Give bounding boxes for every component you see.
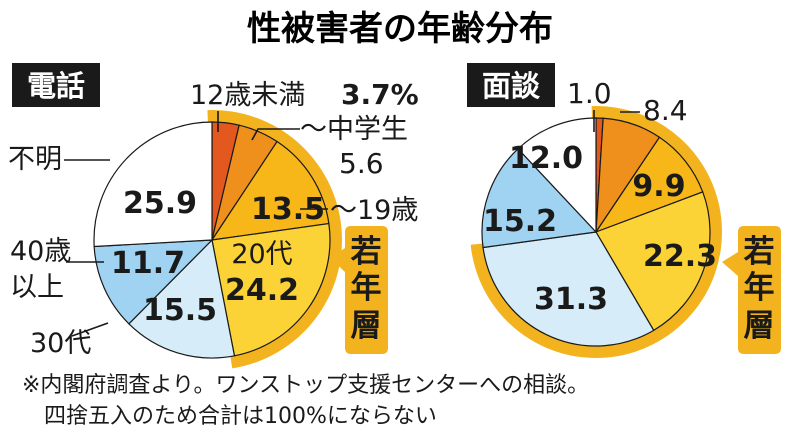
- phone-label-bg: [12, 63, 100, 107]
- interview-slice-30s: [482, 231, 655, 347]
- phone-young-char-1: 若: [351, 234, 382, 270]
- interview-slice-20s: [595, 191, 711, 332]
- phone-label-under12: 12歳未満: [190, 80, 305, 111]
- interview-young-char-3: 層: [744, 308, 775, 344]
- note-line-1: ※内閣府調査より。ワンストップ支援センターへの相談。: [22, 373, 589, 398]
- phone-label-20s: 20代: [231, 239, 292, 270]
- phone-label-to19: ～19歳: [330, 195, 418, 226]
- interview-label-bg: [467, 63, 555, 107]
- phone-slice-to19: [210, 140, 330, 241]
- interview-slice-40plus: [481, 147, 598, 249]
- phone-value-junior-high: 5.6: [339, 147, 384, 180]
- interview-label: 面談: [482, 69, 541, 103]
- phone-label-30s: 30代: [30, 328, 91, 359]
- phone-value-unknown: 25.9: [123, 186, 197, 221]
- phone-value-40plus: 11.7: [111, 246, 185, 281]
- interview-value-unknown: 12.0: [509, 141, 583, 176]
- leader-lines: [64, 110, 640, 337]
- interview-value-40plus: 15.2: [483, 204, 557, 239]
- phone-young-callout: 若 年 層: [330, 226, 388, 354]
- phone-slice-20s: [211, 222, 331, 357]
- phone-value-under12: 3.7%: [341, 78, 419, 111]
- phone-value-30s: 15.5: [143, 293, 217, 328]
- phone-slice-unknown: [93, 121, 213, 248]
- interview-slice-unknown: [517, 117, 597, 234]
- phone-label-40plus-a: 40歳: [10, 236, 71, 267]
- interview-value-to19: 9.9: [632, 169, 685, 204]
- interview-value-under12: 1.0: [567, 77, 612, 110]
- interview-value-30s: 31.3: [534, 282, 608, 317]
- interview-young-callout: 若 年 層: [722, 226, 781, 354]
- phone-value-to19: 13.5: [251, 192, 325, 227]
- phone-young-char-2: 年: [351, 270, 382, 306]
- interview-value-20s: 22.3: [643, 239, 717, 274]
- interview-young-char-2: 年: [744, 270, 775, 306]
- interview-young-char-1: 若: [744, 234, 775, 270]
- phone-slice-40plus: [93, 239, 214, 325]
- phone-label: 電話: [27, 69, 85, 103]
- pie-slices-layer: [93, 117, 711, 359]
- note-line-2: 四捨五入のため合計は100%にならない: [44, 404, 437, 429]
- phone-label-junior-high: ～中学生: [300, 114, 408, 145]
- interview-value-junior-high: 8.4: [643, 94, 688, 127]
- phone-young-char-3: 層: [351, 308, 382, 344]
- chart-title: 性被害者の年齢分布: [247, 9, 553, 49]
- phone-slice-30s: [128, 238, 236, 359]
- phone-label-40plus-b: 以上: [10, 272, 64, 303]
- phone-label-unknown: 不明: [8, 144, 62, 175]
- phone-value-20s: 24.2: [225, 273, 299, 308]
